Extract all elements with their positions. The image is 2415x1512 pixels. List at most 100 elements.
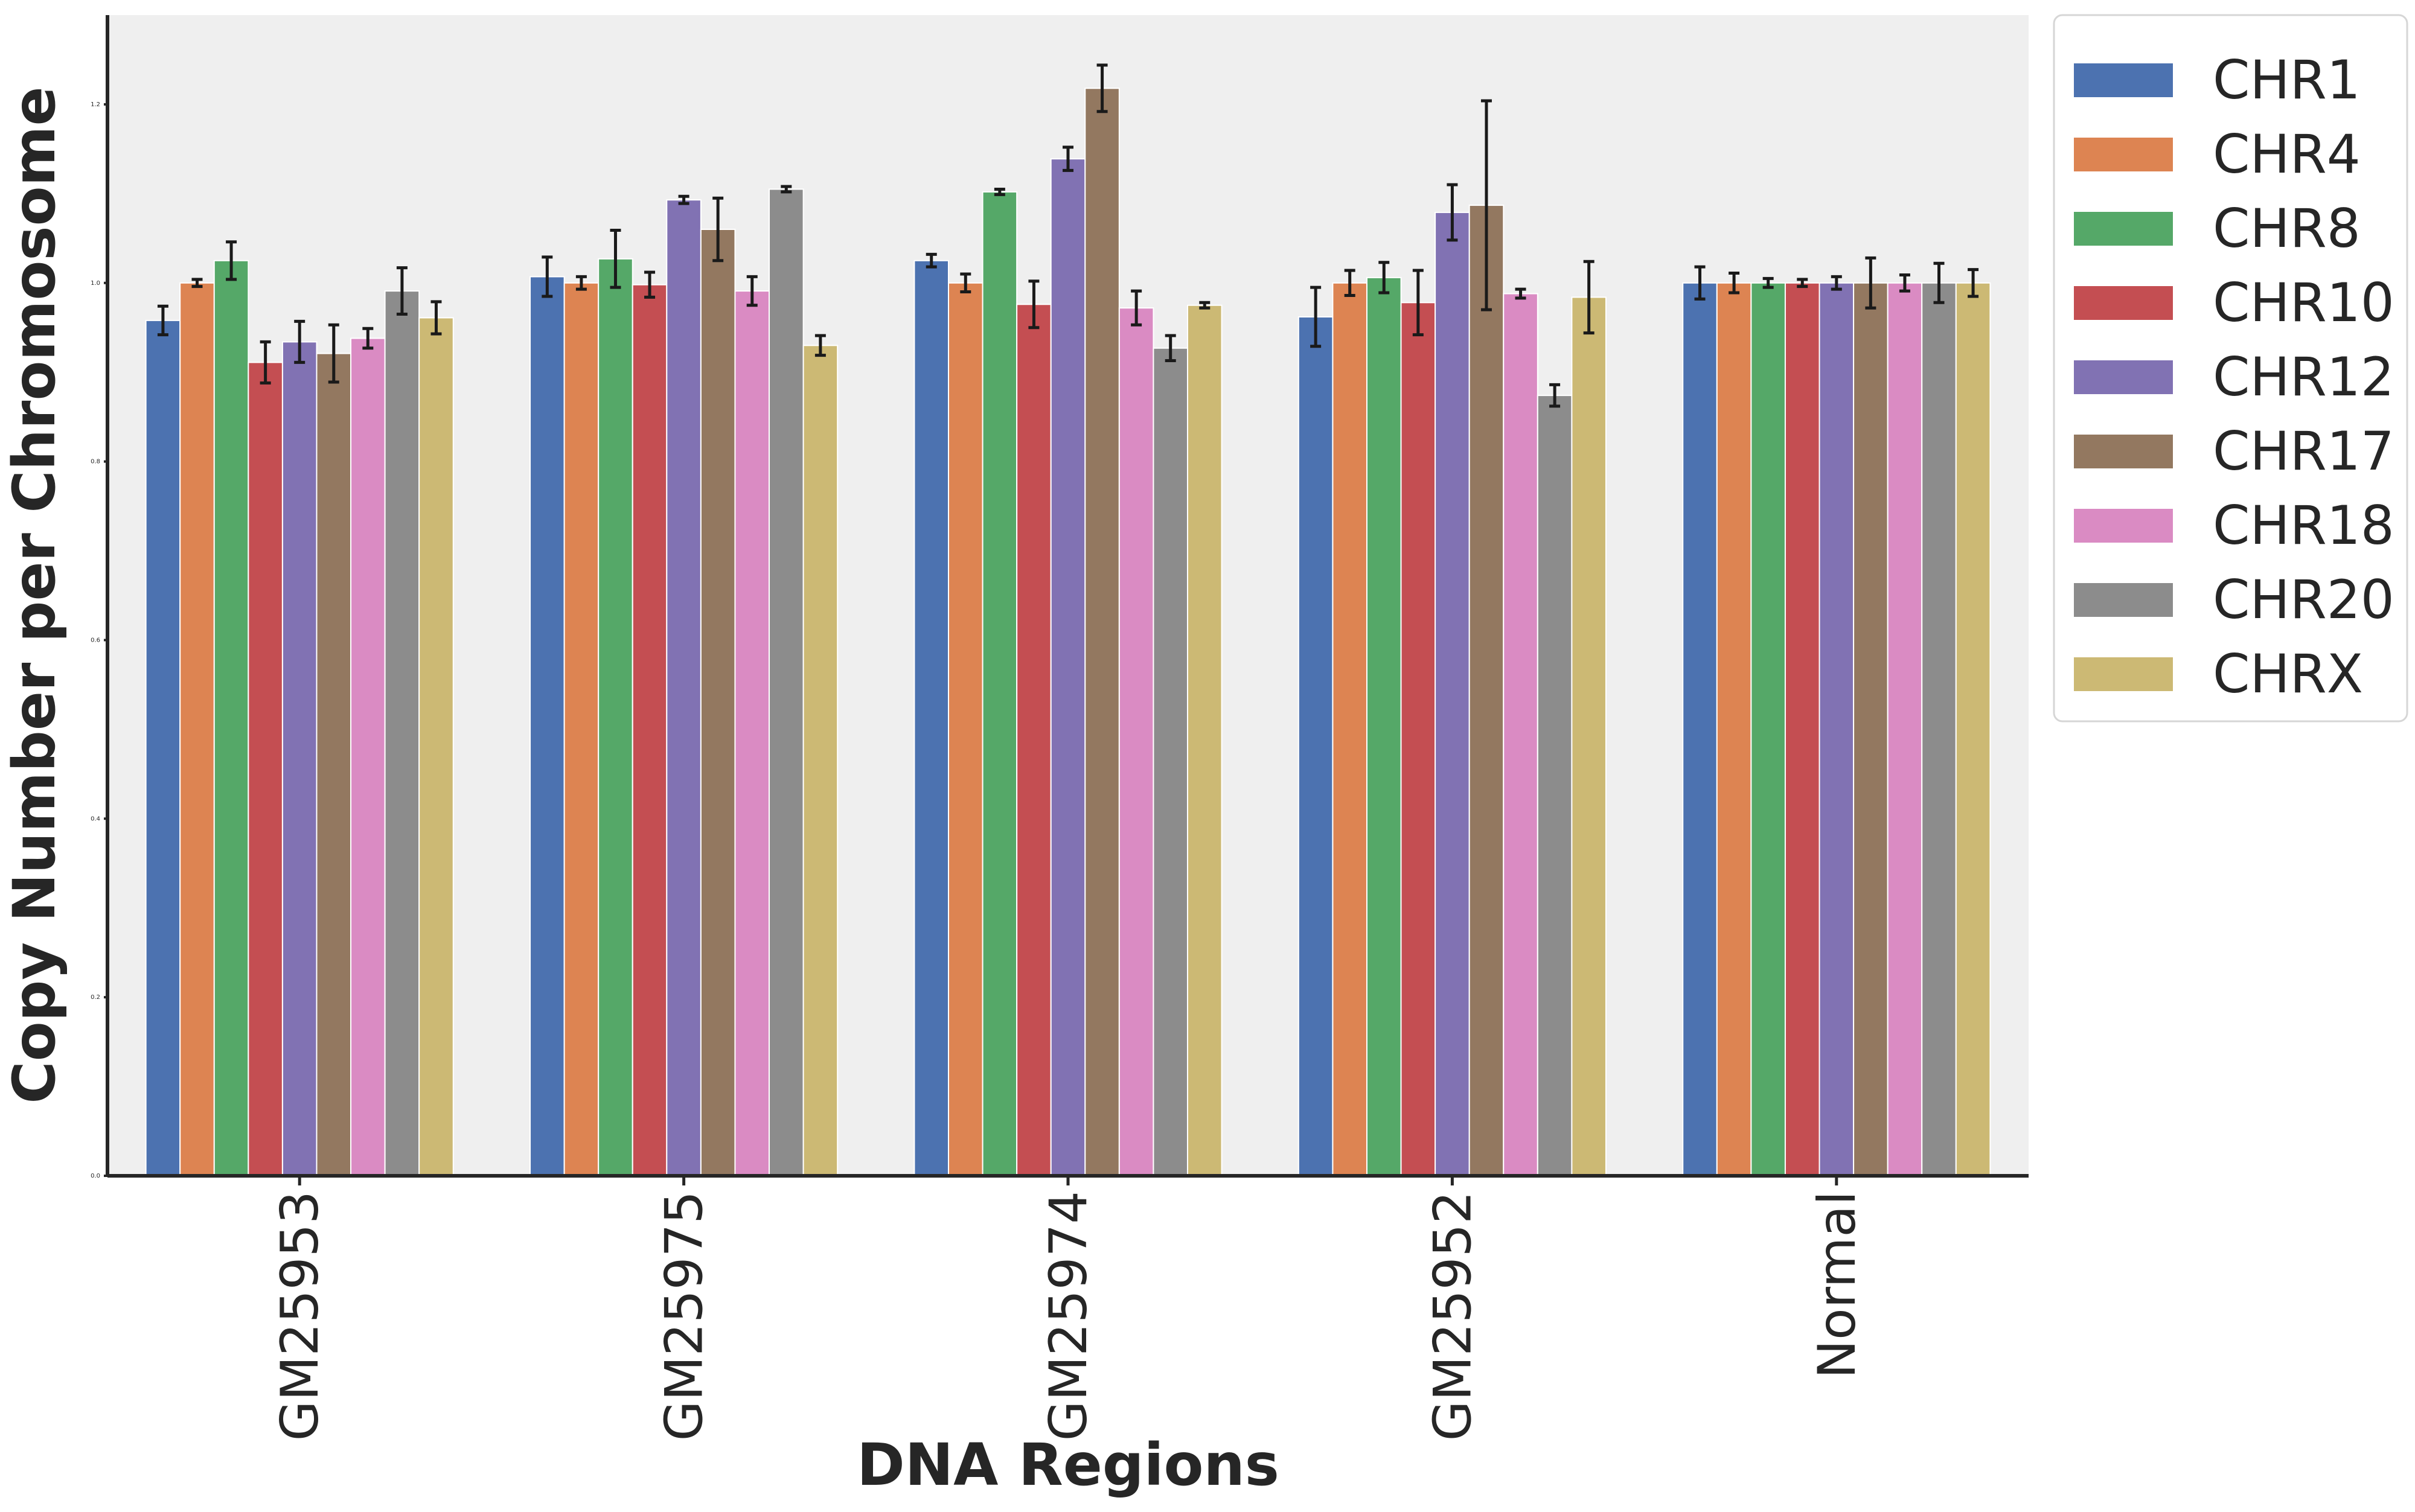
bar-chr12-normal — [1818, 282, 1855, 1176]
error-bar-chr20-gm25952 — [1549, 383, 1561, 408]
error-bar-chr17-gm25953 — [328, 323, 339, 384]
legend-swatch-chr17 — [2074, 435, 2173, 468]
bar-chr8-gm25953 — [213, 260, 249, 1176]
bar-chr8-gm25952 — [1366, 276, 1402, 1177]
error-bar-chr18-gm25975 — [746, 275, 758, 307]
bar-chrx-gm25974 — [1186, 304, 1223, 1176]
legend-label-chrx: CHRX — [2213, 643, 2363, 705]
bar-chr1-gm25974 — [913, 260, 950, 1176]
error-bar-chr1-gm25975 — [542, 255, 553, 298]
bar-chr1-gm25952 — [1297, 316, 1334, 1176]
error-bar-chr10-gm25953 — [260, 340, 271, 384]
legend-swatch-chrx — [2074, 657, 2173, 691]
y-tick-label: 0.8 — [91, 459, 100, 465]
legend-label-chr12: CHR12 — [2213, 346, 2394, 408]
bar-chr4-gm25953 — [179, 282, 215, 1176]
error-bar-chr17-gm25974 — [1096, 63, 1108, 113]
bar-chr10-gm25952 — [1400, 302, 1436, 1177]
bar-chr12-gm25952 — [1435, 211, 1470, 1176]
error-bar-chr4-gm25975 — [575, 275, 587, 291]
y-tick-label: 0.0 — [91, 1173, 100, 1179]
error-bar-chr4-normal — [1729, 271, 1740, 295]
error-bar-chr1-normal — [1694, 265, 1706, 301]
legend: CHR1 CHR4 CHR8 CHR10 CHR12 CHR17 CHR18 CHR20 CHR… — [2053, 14, 2408, 723]
legend-label-chr4: CHR4 — [2213, 123, 2361, 185]
bar-chr17-gm25974 — [1084, 88, 1120, 1177]
error-bar-chr10-gm25952 — [1412, 269, 1424, 337]
bar-chr20-gm25974 — [1153, 347, 1188, 1176]
x-tick-label-gm25975: GM25975 — [654, 1191, 715, 1441]
error-bar-chr12-normal — [1831, 275, 1842, 291]
x-ticks-layer: GM25953 GM25975 GM25974 GM25952 Normal — [270, 1176, 1867, 1441]
legend-swatch-chr18 — [2074, 509, 2173, 543]
error-bar-chr8-gm25953 — [226, 240, 237, 281]
x-tick-label-normal: Normal — [1807, 1191, 1867, 1379]
bar-chrx-normal — [1955, 282, 1991, 1176]
error-bar-chr10-normal — [1797, 278, 1808, 289]
error-bar-chr18-gm25974 — [1131, 289, 1142, 327]
y-tick-label: 0.6 — [91, 637, 100, 643]
error-bar-chr18-gm25952 — [1515, 287, 1526, 300]
bar-chr10-normal — [1784, 282, 1820, 1176]
error-bar-chr12-gm25975 — [678, 194, 689, 205]
error-bar-chr8-gm25974 — [994, 187, 1005, 196]
error-bar-chrx-normal — [1968, 268, 1979, 298]
bar-chr4-gm25952 — [1332, 282, 1367, 1176]
y-axis-title: Copy Number per Chromosome — [1, 86, 68, 1103]
error-bar-chrx-gm25974 — [1199, 301, 1211, 310]
bar-chr12-gm25975 — [666, 199, 702, 1176]
bar-chr4-gm25975 — [563, 282, 600, 1176]
error-bar-chr8-normal — [1762, 276, 1774, 289]
x-tick-label-gm25953: GM25953 — [270, 1191, 330, 1441]
y-tick-label: 1.2 — [91, 101, 100, 108]
legend-swatch-chr1 — [2074, 63, 2173, 97]
legend-label-chr17: CHR17 — [2213, 420, 2394, 482]
legend-frame — [2053, 14, 2408, 723]
error-bar-chr20-gm25975 — [781, 185, 792, 194]
legend-label-chr20: CHR20 — [2213, 569, 2394, 631]
error-bar-chr4-gm25974 — [960, 272, 971, 294]
error-bar-chrx-gm25953 — [430, 300, 442, 336]
legend-label-chr18: CHR18 — [2213, 494, 2394, 557]
error-bar-chr12-gm25974 — [1063, 145, 1073, 172]
bar-chr1-gm25953 — [145, 319, 181, 1176]
bar-chr17-gm25975 — [700, 229, 736, 1176]
y-ticks-layer: 0.0 0.2 0.4 0.6 0.8 1.0 1.2 — [91, 101, 107, 1179]
error-bar-chr17-gm25952 — [1480, 99, 1492, 311]
legend-swatch-chr20 — [2074, 583, 2173, 617]
error-bar-chr17-normal — [1865, 256, 1876, 310]
bar-chrx-gm25952 — [1571, 296, 1607, 1177]
bar-chr10-gm25975 — [632, 284, 668, 1177]
bar-chr8-gm25975 — [598, 258, 633, 1177]
bar-chr20-gm25952 — [1537, 395, 1573, 1176]
error-bar-chr1-gm25974 — [926, 252, 937, 269]
error-bar-chr20-normal — [1933, 261, 1945, 304]
error-bar-chr4-gm25953 — [191, 278, 203, 289]
bar-chr18-normal — [1887, 282, 1923, 1176]
bar-chr20-gm25953 — [384, 290, 420, 1177]
bar-chr17-gm25953 — [316, 352, 352, 1177]
error-bar-chrx-gm25952 — [1583, 260, 1595, 335]
bar-chr8-gm25974 — [982, 191, 1018, 1176]
bar-chr10-gm25953 — [248, 362, 283, 1176]
y-tick-label: 0.2 — [91, 994, 100, 1001]
legend-swatch-chr10 — [2074, 286, 2173, 320]
legend-swatch-chr8 — [2074, 212, 2173, 246]
bar-chr1-normal — [1682, 282, 1718, 1176]
bar-chr20-normal — [1921, 282, 1957, 1176]
x-axis-title: DNA Regions — [857, 1431, 1279, 1499]
error-bar-chrx-gm25975 — [814, 334, 826, 357]
bar-chr12-gm25953 — [281, 341, 318, 1176]
error-bars-layer — [157, 63, 1979, 408]
bar-chr4-normal — [1716, 282, 1752, 1176]
bar-chr18-gm25975 — [734, 290, 770, 1177]
error-bar-chr1-gm25952 — [1310, 285, 1322, 348]
error-bar-chr10-gm25975 — [644, 270, 656, 299]
x-tick-label-gm25974: GM25974 — [1038, 1191, 1099, 1441]
error-bar-chr4-gm25952 — [1344, 269, 1355, 297]
legend-swatch-chr4 — [2074, 138, 2173, 171]
y-tick-label: 0.4 — [91, 815, 100, 822]
legend-label-chr10: CHR10 — [2213, 272, 2394, 334]
error-bar-chr12-gm25953 — [294, 319, 305, 364]
